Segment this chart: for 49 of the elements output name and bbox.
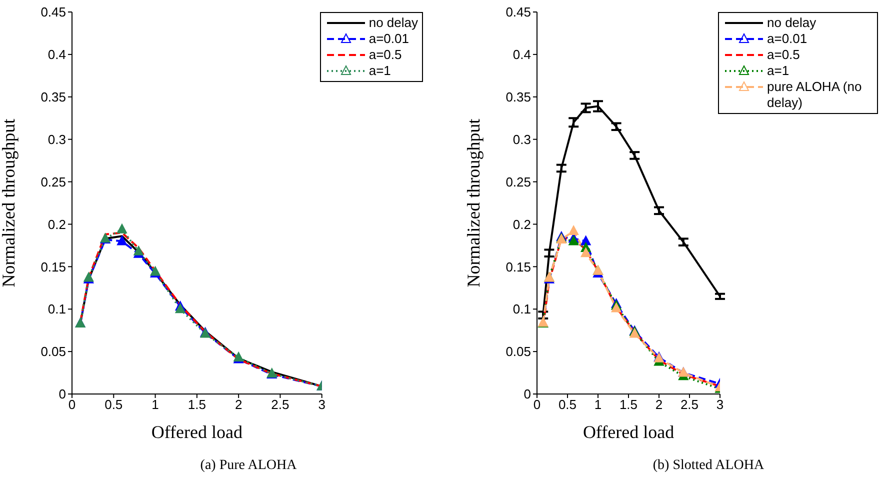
x-tick-label: 1.5: [188, 397, 206, 412]
x-tick-label: 2.5: [680, 397, 699, 412]
x-tick-label: 0.5: [558, 397, 577, 412]
y-tick-label: 0.35: [40, 90, 66, 105]
y-tick-label: 0.3: [512, 132, 531, 147]
y-tick-label: 0.45: [506, 4, 531, 20]
y-tick-label: 0.25: [506, 174, 531, 190]
y-tick-label: 0.45: [40, 4, 66, 20]
legend-label: a=1: [767, 63, 790, 79]
y-tick-label: 0.4: [48, 47, 66, 62]
y-tick-label: 0.3: [48, 132, 66, 147]
y-tick-label: 0.1: [512, 302, 531, 317]
y-tick-label: 0: [524, 386, 531, 402]
y-tick-label: 0: [58, 386, 66, 402]
x-tick-label: 0.5: [104, 397, 123, 412]
y-tick-label: 0.05: [40, 344, 66, 360]
x-tick-label: 2: [655, 397, 663, 412]
y-axis-title: Normalized throughput: [463, 118, 484, 288]
x-tick-label: 1: [594, 397, 602, 412]
legend-label: a=0.5: [368, 47, 402, 63]
legend-label: a=0.01: [368, 31, 409, 47]
x-tick-label: 0: [533, 397, 541, 412]
legend-label: a=1: [368, 63, 391, 79]
legend-label: pure ALOHA (no delay): [767, 79, 863, 111]
y-tick-label: 0.15: [40, 259, 66, 274]
y-tick-label: 0.1: [48, 302, 66, 317]
x-tick-label: 1: [152, 397, 159, 412]
y-tick-label: 0.25: [40, 174, 66, 190]
text: (b) Slotted ALOHA: [652, 458, 766, 474]
y-tick-label: 0.2: [512, 216, 531, 232]
x-tick-label: 3: [716, 397, 724, 412]
legend-label: a=0.01: [767, 31, 808, 47]
legend-label: a=0.5: [767, 47, 800, 63]
y-axis-title: Normalized throughput: [0, 118, 18, 288]
legend-label: no delay: [368, 15, 418, 31]
x-tick-label: 2.5: [271, 397, 290, 412]
y-tick-label: 0.4: [512, 47, 531, 62]
y-tick-label: 0.05: [506, 344, 531, 360]
x-axis-title: Offered load: [582, 422, 674, 442]
y-tick-label: 0.2: [48, 216, 66, 232]
x-tick-label: 1.5: [619, 397, 638, 412]
x-tick-label: 0: [68, 397, 76, 412]
x-tick-label: 3: [318, 397, 326, 412]
y-tick-label: 0.15: [506, 259, 531, 274]
text: (a) Pure ALOHA: [199, 458, 298, 474]
legend-label: no delay: [767, 15, 816, 31]
y-tick-label: 0.35: [506, 90, 531, 105]
x-axis-title: Offered load: [151, 422, 242, 442]
x-tick-label: 2: [234, 397, 242, 412]
